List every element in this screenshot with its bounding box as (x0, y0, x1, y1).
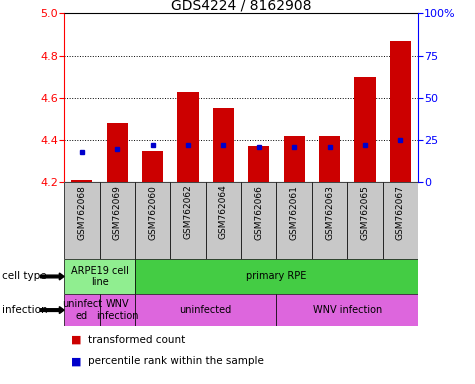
Text: infection: infection (2, 305, 48, 315)
Text: GSM762068: GSM762068 (77, 185, 86, 240)
Text: WNV
infection: WNV infection (96, 299, 138, 321)
Bar (284, 136, 305, 182)
Bar (99, 182, 135, 259)
Text: primary RPE: primary RPE (246, 271, 307, 281)
Text: WNV infection: WNV infection (313, 305, 382, 315)
Bar (106, 123, 128, 182)
Text: GSM762061: GSM762061 (290, 185, 299, 240)
Bar (99, 294, 135, 326)
Text: uninfected: uninfected (180, 305, 232, 315)
Bar (135, 182, 171, 259)
Text: GSM762062: GSM762062 (183, 185, 192, 240)
Bar (390, 41, 411, 182)
Bar (276, 182, 312, 259)
Text: GSM762066: GSM762066 (254, 185, 263, 240)
Bar (64, 182, 100, 259)
Bar (347, 182, 383, 259)
Bar (71, 180, 93, 182)
Bar (354, 77, 376, 182)
Bar (142, 151, 163, 182)
Bar (319, 136, 340, 182)
Bar (206, 182, 241, 259)
Bar (383, 182, 418, 259)
Text: GSM762069: GSM762069 (113, 185, 122, 240)
Text: GSM762064: GSM762064 (219, 185, 228, 240)
Bar (170, 182, 206, 259)
Title: GDS4224 / 8162908: GDS4224 / 8162908 (171, 0, 311, 12)
Bar (312, 182, 347, 259)
Bar (135, 259, 418, 294)
Text: transformed count: transformed count (88, 335, 185, 345)
Bar (177, 92, 199, 182)
Bar (213, 109, 234, 182)
Bar (276, 294, 418, 326)
Text: ■: ■ (71, 335, 82, 345)
Text: ARPE19 cell
line: ARPE19 cell line (71, 266, 128, 287)
Bar (64, 259, 135, 294)
Text: uninfect
ed: uninfect ed (62, 299, 102, 321)
Bar (248, 146, 269, 182)
Text: percentile rank within the sample: percentile rank within the sample (88, 356, 264, 366)
Text: GSM762067: GSM762067 (396, 185, 405, 240)
Text: GSM762065: GSM762065 (361, 185, 370, 240)
Bar (241, 182, 276, 259)
Text: ■: ■ (71, 356, 82, 366)
Text: GSM762060: GSM762060 (148, 185, 157, 240)
Text: cell type: cell type (2, 271, 47, 281)
Bar (135, 294, 276, 326)
Bar (64, 294, 100, 326)
Text: GSM762063: GSM762063 (325, 185, 334, 240)
